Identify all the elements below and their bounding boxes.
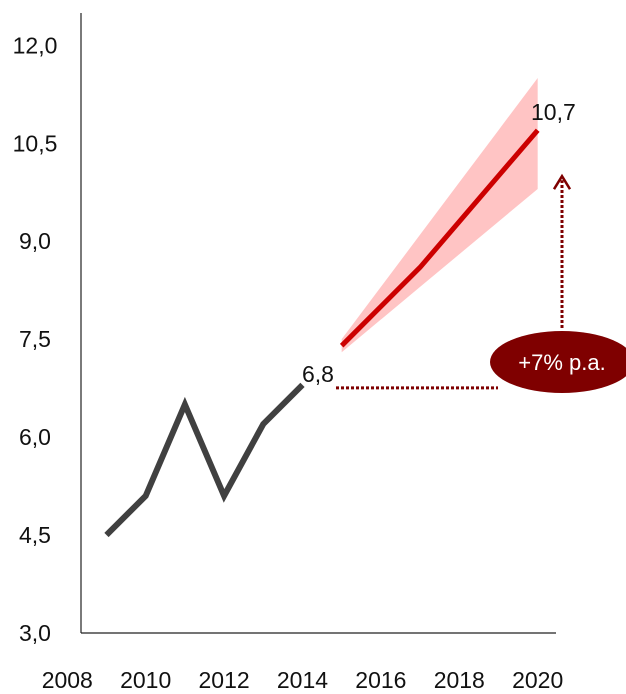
growth-callout-badge <box>490 331 626 393</box>
x-tick-label: 2012 <box>198 667 249 693</box>
growth-arrow-head <box>552 173 572 190</box>
end-value-label: 10,7 <box>531 99 576 125</box>
x-tick-label: 2010 <box>120 667 171 693</box>
series-layer <box>104 77 540 538</box>
growth-rate-label: +7% p.a. <box>518 350 605 375</box>
y-tick-label: 4,5 <box>19 522 51 548</box>
x-tick-label: 2016 <box>355 667 406 693</box>
x-axis: 2008 2010 2012 2014 2016 2018 2020 <box>42 632 563 693</box>
y-tick-label: 10,5 <box>13 130 58 156</box>
forecast-series-line <box>339 128 540 348</box>
x-tick-label: 2020 <box>512 667 563 693</box>
historical-series-line <box>104 382 305 538</box>
start-value-label: 6,8 <box>302 361 334 387</box>
y-axis: 3,0 4,5 6,0 7,5 9,0 10,5 12,0 <box>13 13 82 646</box>
y-tick-label: 12,0 <box>13 32 58 58</box>
y-tick-label: 3,0 <box>19 620 51 646</box>
annotation-layer: +7% p.a. 6,8 10,7 <box>302 99 626 393</box>
y-tick-label: 7,5 <box>19 326 51 352</box>
x-tick-label: 2018 <box>434 667 485 693</box>
y-tick-label: 9,0 <box>19 228 51 254</box>
x-tick-label: 2014 <box>277 667 328 693</box>
x-tick-label: 2008 <box>42 667 93 693</box>
y-tick-label: 6,0 <box>19 424 51 450</box>
forecast-confidence-band <box>341 77 538 353</box>
